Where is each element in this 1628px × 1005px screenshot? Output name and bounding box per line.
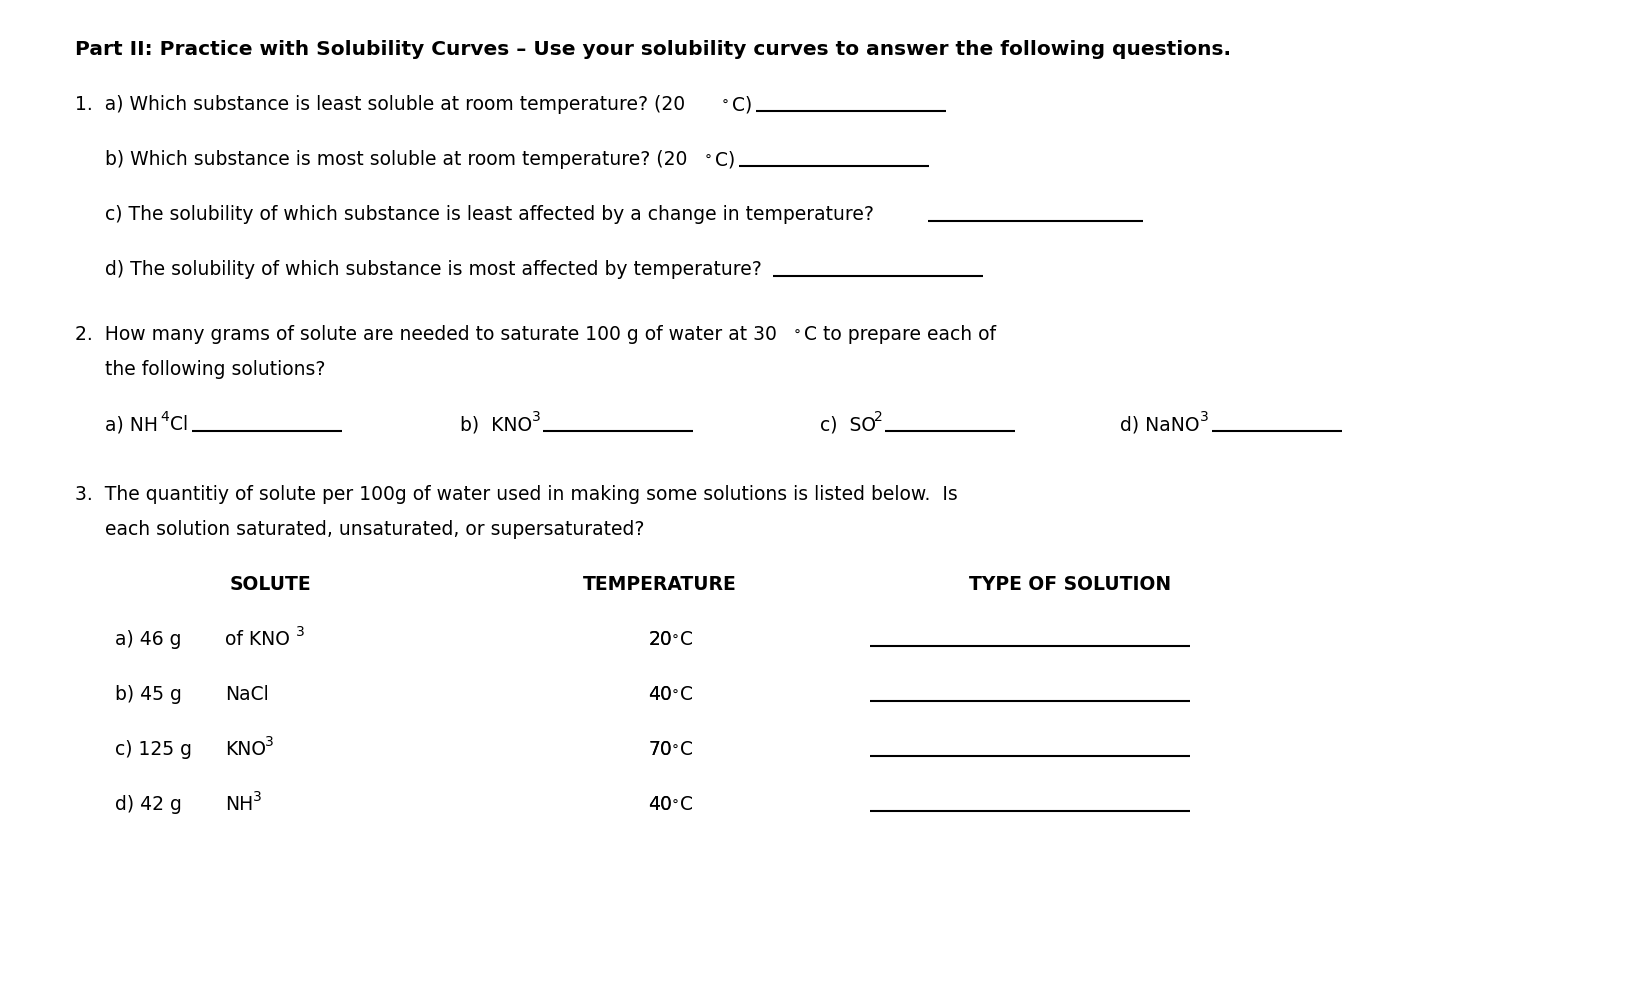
Text: 3: 3 <box>532 410 540 424</box>
Text: °: ° <box>794 329 801 343</box>
Text: the following solutions?: the following solutions? <box>104 360 326 379</box>
Text: 3: 3 <box>296 625 304 639</box>
Text: 2: 2 <box>874 410 882 424</box>
Text: C: C <box>681 795 694 814</box>
Text: 40: 40 <box>648 685 672 704</box>
Text: C: C <box>681 630 694 649</box>
Text: 4: 4 <box>160 410 169 424</box>
Text: b) Which substance is most soluble at room temperature? (20: b) Which substance is most soluble at ro… <box>104 150 687 169</box>
Text: °: ° <box>672 744 679 758</box>
Text: SOLUTE: SOLUTE <box>230 575 311 594</box>
Text: °: ° <box>721 99 729 113</box>
Text: C to prepare each of: C to prepare each of <box>804 325 996 344</box>
Text: Cl: Cl <box>169 415 189 434</box>
Text: a) NH: a) NH <box>104 415 158 434</box>
Text: each solution saturated, unsaturated, or supersaturated?: each solution saturated, unsaturated, or… <box>104 520 645 539</box>
Text: c) The solubility of which substance is least affected by a change in temperatur: c) The solubility of which substance is … <box>104 205 874 224</box>
Text: b)  KNO: b) KNO <box>461 415 532 434</box>
Text: 3: 3 <box>265 735 274 749</box>
Text: 3: 3 <box>1200 410 1208 424</box>
Text: C): C) <box>733 95 752 114</box>
Text: °: ° <box>672 689 679 704</box>
Text: 3: 3 <box>252 790 262 804</box>
Text: c)  SO: c) SO <box>821 415 876 434</box>
Text: 40: 40 <box>648 685 672 704</box>
Text: 20: 20 <box>648 630 672 649</box>
Text: °: ° <box>705 154 711 168</box>
Text: Part II: Practice with Solubility Curves – Use your solubility curves to answer : Part II: Practice with Solubility Curves… <box>75 40 1231 59</box>
Text: 3.  The quantitiy of solute per 100g of water used in making some solutions is l: 3. The quantitiy of solute per 100g of w… <box>75 485 957 504</box>
Text: TYPE OF SOLUTION: TYPE OF SOLUTION <box>969 575 1171 594</box>
Text: of KNO: of KNO <box>225 630 290 649</box>
Text: 70: 70 <box>648 740 672 759</box>
Text: 2.  How many grams of solute are needed to saturate 100 g of water at 30: 2. How many grams of solute are needed t… <box>75 325 777 344</box>
Text: b) 45 g: b) 45 g <box>116 685 182 704</box>
Text: 70: 70 <box>648 740 672 759</box>
Text: C): C) <box>715 150 736 169</box>
Text: NaCl: NaCl <box>225 685 269 704</box>
Text: d) NaNO: d) NaNO <box>1120 415 1200 434</box>
Text: 1.  a) Which substance is least soluble at room temperature? (20: 1. a) Which substance is least soluble a… <box>75 95 685 114</box>
Text: 40: 40 <box>648 795 672 814</box>
Text: a) 46 g: a) 46 g <box>116 630 181 649</box>
Text: C: C <box>681 740 694 759</box>
Text: 40: 40 <box>648 795 672 814</box>
Text: TEMPERATURE: TEMPERATURE <box>583 575 737 594</box>
Text: 20: 20 <box>648 630 672 649</box>
Text: NH: NH <box>225 795 254 814</box>
Text: °: ° <box>672 634 679 648</box>
Text: C: C <box>681 685 694 704</box>
Text: °: ° <box>672 799 679 813</box>
Text: c) 125 g: c) 125 g <box>116 740 192 759</box>
Text: d) The solubility of which substance is most affected by temperature?: d) The solubility of which substance is … <box>104 260 762 279</box>
Text: KNO: KNO <box>225 740 265 759</box>
Text: d) 42 g: d) 42 g <box>116 795 182 814</box>
